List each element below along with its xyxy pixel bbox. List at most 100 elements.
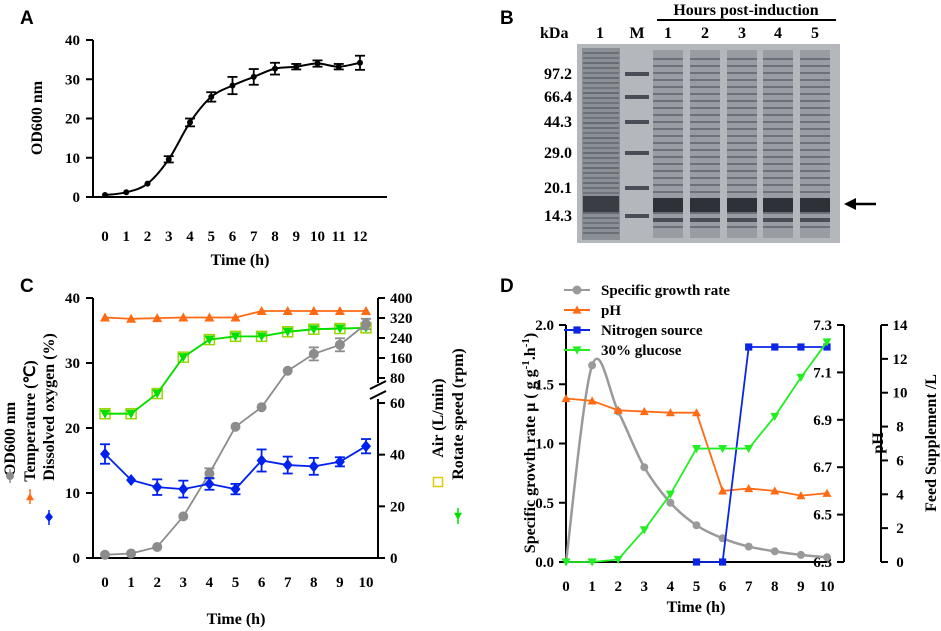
right-tick-label: 40 (390, 448, 405, 464)
panel-b: B Hours post-induction kDa 1 M 1 2 3 4 5 97.2 6… (500, 2, 876, 243)
data-point (178, 353, 189, 363)
x-tick-label: 8 (271, 229, 279, 245)
data-point (126, 313, 137, 323)
legend-label: pH (601, 303, 621, 319)
right-tick-label: 60 (390, 396, 405, 412)
data-point (613, 555, 623, 564)
data-point (770, 547, 779, 556)
gel-lane-label: 5 (811, 25, 819, 42)
data-point (718, 486, 728, 495)
legend-marker (572, 305, 582, 314)
x-tick-label: 9 (336, 575, 344, 591)
data-point (361, 440, 371, 453)
panel-c-left-ticks: 0 10 20 30 40 (65, 291, 93, 567)
gel-lane-lysate (582, 48, 620, 240)
data-point (692, 444, 701, 454)
panel-c-label-od: OD600 nm (2, 401, 19, 476)
x-tick-label: 5 (693, 579, 701, 595)
data-point (561, 558, 571, 567)
gel-lane-induction (653, 50, 683, 238)
left-tick-label: 10 (65, 486, 80, 502)
left-tick-label: 20 (65, 421, 80, 437)
panel-d-x-ticks: 0 1 2 3 4 5 6 7 8 9 10 (562, 579, 834, 595)
x-tick-label: 6 (258, 575, 266, 591)
gel-marker-labels: 97.2 66.4 44.3 29.0 20.1 14.3 (544, 66, 572, 225)
ph-tick-label: 7.3 (813, 318, 832, 334)
gel-marker-size-label: 14.3 (544, 208, 572, 225)
feed-tick-label: 6 (896, 453, 904, 469)
x-tick-label: 3 (165, 229, 173, 245)
data-point (640, 463, 649, 472)
feed-tick-label: 2 (896, 521, 904, 537)
data-point (282, 365, 293, 376)
gel-lane-induction (763, 50, 793, 238)
legend-label: Specific growth rate (601, 283, 730, 299)
x-tick-label: 9 (293, 229, 301, 245)
panel-d-feed-y-label: Feed Supplement /L (923, 374, 940, 512)
series-line (104, 323, 367, 556)
od600-point (335, 63, 342, 70)
data-point (126, 548, 137, 559)
data-point (823, 343, 831, 351)
data-point (308, 348, 319, 359)
panel-a-y-ticks: 0 10 20 30 40 (65, 33, 93, 206)
data-point (230, 483, 241, 496)
data-point (361, 319, 371, 329)
data-point (152, 313, 163, 323)
data-point (822, 488, 832, 497)
data-point (204, 477, 215, 490)
right-tick-label: 80 (390, 371, 405, 387)
x-tick-label: 5 (232, 575, 240, 591)
legend-item: Specific growth rate (564, 283, 730, 299)
ph-tick-label: 6.7 (813, 460, 832, 476)
od600-point (357, 59, 363, 66)
data-point (152, 481, 163, 494)
panel-d-ph-y-label: pH (870, 432, 887, 454)
ph-tick-label: 6.9 (813, 413, 832, 429)
gel-marker-size-label: 66.4 (544, 89, 572, 106)
panel-a-label: A (20, 8, 34, 29)
data-point (100, 312, 110, 322)
x-tick-label: 7 (284, 575, 292, 591)
od600-point (187, 119, 193, 126)
data-point (152, 541, 163, 552)
data-point (100, 409, 110, 419)
gel-lanes (582, 48, 830, 240)
x-tick-label: 8 (771, 579, 779, 595)
od600-point (208, 93, 215, 100)
data-point (613, 405, 623, 414)
od600-point (272, 65, 278, 72)
x-tick-label: 0 (101, 229, 109, 245)
data-point (639, 526, 649, 535)
data-point (308, 325, 319, 335)
data-point (100, 549, 110, 560)
series-rotate-speed (100, 323, 371, 419)
x-tick-label: 9 (797, 579, 805, 595)
data-point (308, 306, 319, 315)
gel-lane-induction (727, 50, 757, 238)
gel-marker-size-label: 29.0 (544, 145, 572, 162)
x-tick-label: 8 (310, 575, 318, 591)
gel-lane-labels: 1 M 1 2 3 4 5 (596, 25, 819, 42)
od600-point (144, 180, 151, 187)
x-tick-label: 4 (667, 579, 675, 595)
left-tick-label: 0 (73, 551, 81, 567)
panel-c-label-do: Dissolved oxygen (%) (41, 333, 58, 481)
x-tick-label: 1 (127, 575, 135, 591)
legend-label: Nitrogen source (601, 323, 703, 339)
data-point (230, 421, 241, 432)
data-point (178, 483, 189, 496)
gel-units-label: kDa (540, 25, 568, 42)
legend-marker (573, 326, 581, 334)
panel-d-label: D (500, 276, 514, 297)
left-tick-label: 40 (65, 291, 80, 307)
data-point (770, 412, 780, 421)
data-point (282, 459, 293, 472)
left-tick-label: 1.5 (535, 377, 554, 393)
series-od600-nm (100, 317, 371, 560)
panel-c-axis-break (369, 380, 387, 400)
od600-point (123, 189, 130, 196)
x-tick-label: 2 (144, 229, 152, 245)
gel-marker-size-label: 97.2 (544, 66, 572, 83)
gel-lane-label: 1 (664, 25, 672, 42)
